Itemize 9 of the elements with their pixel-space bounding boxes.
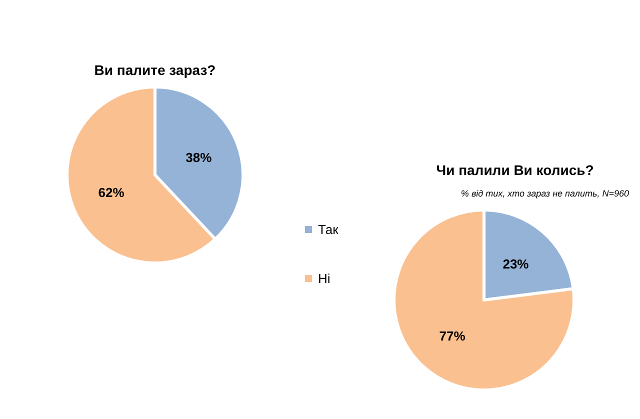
data-label: 23% [502, 256, 530, 272]
chart-subtitle: % від тих, хто зараз не палить, N=960 [460, 188, 630, 198]
chart-title: Чи палили Ви колись? [436, 162, 594, 178]
data-label: 77% [439, 328, 466, 344]
legend-label: Ні [318, 271, 330, 286]
chart-title: Ви палите зараз? [94, 62, 216, 78]
data-label: 38% [186, 150, 212, 166]
data-label: 62% [98, 184, 125, 200]
legend-label: Так [318, 222, 339, 237]
